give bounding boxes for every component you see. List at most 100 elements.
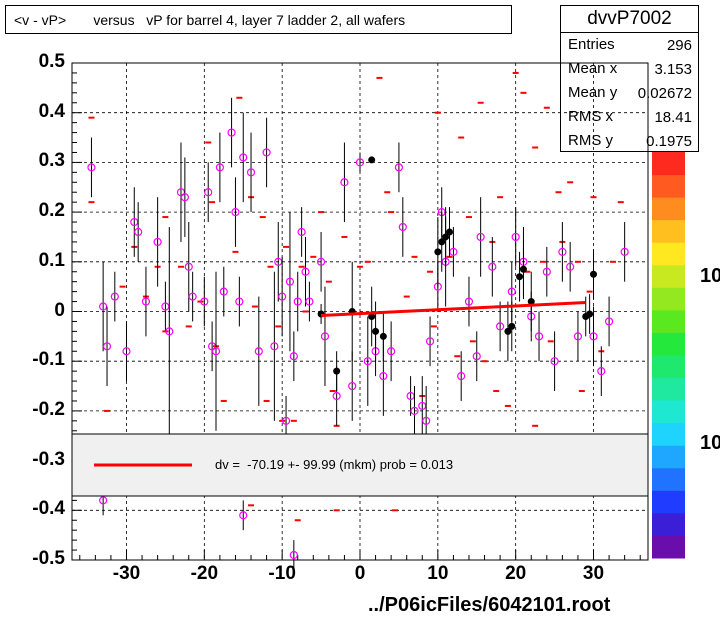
profile-point [305,297,314,306]
y-tick-label: 0.3 [38,150,65,172]
palette-swatch [652,377,685,401]
profile-point [219,287,228,296]
data-point [438,238,446,246]
stats-value: 0.1975 [646,133,692,150]
data-point [379,332,387,340]
profile-point [235,297,244,306]
stats-label: RMS x [568,108,613,125]
stats-value: 0.02672 [637,85,692,102]
profile-point [180,193,189,202]
profile-point [184,262,193,271]
profile-point [301,267,310,276]
profile-point [87,163,96,172]
data-point [527,298,535,306]
profile-point [542,267,551,276]
profile-point [99,496,108,505]
profile-point [597,367,606,376]
profile-point [604,317,614,326]
palette-swatch [652,400,685,424]
profile-point [246,168,256,177]
palette-swatch [652,535,685,559]
profile-point [472,352,481,361]
stats-row-entries: Entries 296 [561,33,698,57]
file-label: ../P06icFiles/6042101.root [368,594,611,616]
stats-value: 296 [666,37,692,54]
y-tick-label: 0.1 [38,249,65,271]
stats-box: dvvP7002 Entries 296 Mean x 3.153 Mean y… [560,5,699,152]
profile-point [488,262,497,271]
color-axis-label: 10 [700,432,720,454]
y-tick-label: 0.4 [38,100,65,122]
palette-swatch [652,287,685,311]
data-point [446,228,454,236]
data-point [442,233,450,241]
palette-swatch [652,445,685,469]
profile-point [141,297,151,306]
profile-point [550,357,559,366]
profile-point [270,342,279,351]
profile-point [281,416,291,425]
y-tick-label: 0 [54,299,65,321]
palette-swatch [652,512,685,536]
y-tick-label: -0.2 [32,398,65,420]
data-point [333,367,341,375]
profile-point [153,237,162,247]
profile-point [422,416,431,425]
profile-point [211,347,221,356]
palette-swatch [652,264,685,288]
y-tick-label: -0.4 [32,498,65,520]
profile-point [355,158,365,167]
profile-point [534,332,544,341]
profile-point [102,342,112,351]
profile-point [340,178,349,187]
stats-label: Entries [568,36,615,53]
profile-point [215,163,224,172]
profile-point [507,287,516,296]
palette-swatch [652,242,685,266]
profile-point [387,347,396,356]
palette-swatch [652,309,685,333]
fit-line [321,301,586,317]
profile-point [297,227,306,237]
profile-point [122,347,131,356]
x-tick-label: -30 [112,563,141,584]
profile-point [188,292,197,301]
profile-point [231,208,240,217]
profile-point [289,550,298,560]
palette-swatch [652,219,685,243]
stats-row-mean-y: Mean y 0.02672 [561,81,698,105]
profile-point [457,372,466,381]
profile-point [316,257,326,266]
data-point [372,327,380,335]
palette-swatch [652,490,685,514]
profile-point [363,357,372,366]
profile-point [320,332,330,341]
palette-swatch [652,174,685,198]
profile-point [239,511,248,520]
data-point [516,273,524,281]
profile-point [398,222,407,232]
data-point [519,265,527,273]
palette-swatch [652,355,685,379]
x-tick-label: -20 [190,563,219,584]
profile-point [476,232,485,242]
data-point [368,312,376,320]
profile-point [204,188,213,197]
stats-label: RMS y [568,132,613,149]
profile-point [134,227,143,237]
data-point [508,322,516,330]
y-tick-label: 0.5 [38,51,65,72]
x-tick-label: 0 [354,563,366,584]
x-tick-label: 30 [582,563,605,584]
palette-swatch [652,467,685,491]
stats-value: 18.41 [654,109,692,126]
color-axis-label: 10 [700,265,720,287]
profile-point [165,327,174,336]
x-tick-label: -10 [268,563,296,584]
stats-label: Mean x [568,60,618,77]
stats-value: 3.153 [654,61,692,78]
profile-point [496,322,505,331]
profile-point [239,153,248,162]
profile-point [410,406,419,415]
